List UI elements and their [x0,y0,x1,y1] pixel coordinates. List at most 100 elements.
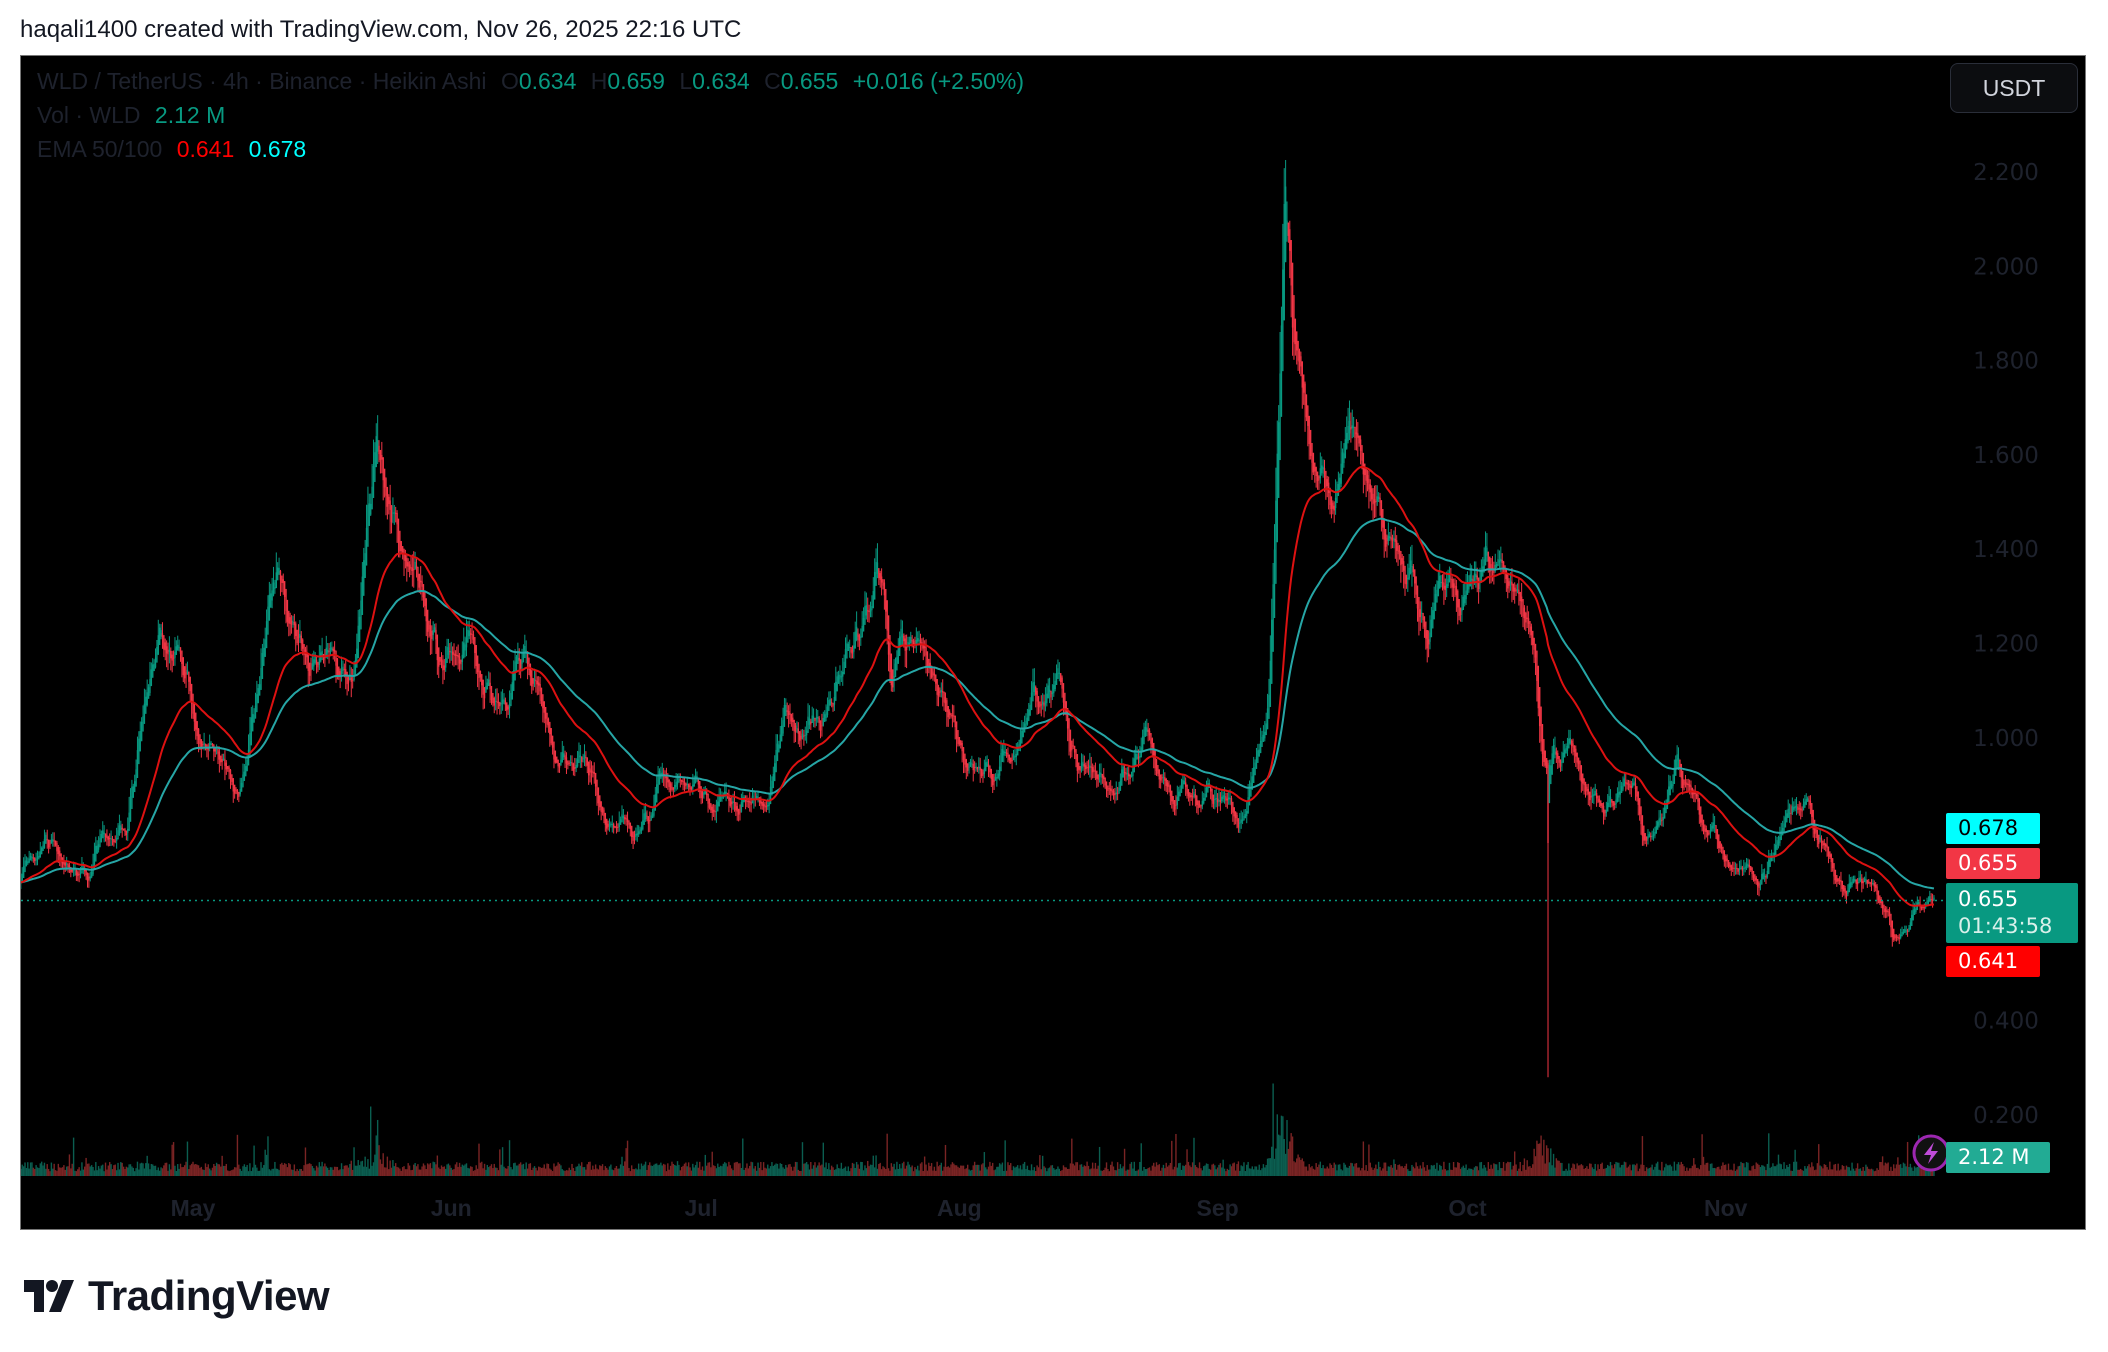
tradingview-logo[interactable]: TradingView [24,1272,330,1320]
volume-bar [1411,1164,1413,1176]
volume-bar [407,1163,409,1176]
candle-body [1150,733,1152,744]
candle-body [1766,870,1769,878]
volume-bar [429,1163,432,1176]
candle-body [1861,879,1863,884]
candle-body [521,660,523,664]
volume-bar [690,1170,693,1176]
symbol-legend[interactable]: WLD / TetherUS · 4h · Binance · Heikin A… [37,68,1024,95]
volume-bar [1093,1168,1095,1176]
candle-body [1533,637,1535,650]
volume-bar [783,1168,786,1176]
candle-body [833,696,836,705]
candle-body [131,786,133,809]
volume-bar [1519,1161,1521,1176]
volume-bar [1287,1148,1290,1176]
volume-bar [537,1166,540,1176]
candle-body [442,660,444,671]
candle-body [1705,828,1707,832]
volume-bar [310,1164,312,1176]
chart-panel[interactable]: 2.200 2.000 1.800 1.600 1.400 1.200 1.000 0.400… [20,55,2086,1230]
volume-bar [749,1165,751,1176]
volume-bar [88,1163,90,1176]
candle-body [138,738,140,765]
candle-body [830,702,833,704]
volume-bar [1422,1162,1424,1176]
volume-bar [772,1165,775,1176]
candle-body [433,627,436,633]
candle-body [1010,757,1012,763]
volume-bar [1062,1165,1065,1176]
candle-body [232,778,234,792]
candle-body [242,774,244,788]
volume-bar [596,1168,598,1176]
candle-body [203,742,205,745]
candle-body [1286,220,1288,225]
volume-bar [320,1166,322,1176]
candle-body [1069,729,1072,752]
volume-bar [1132,1168,1134,1176]
candle-body [1176,796,1179,806]
volume-bar [1311,1166,1313,1176]
volume-bar [1344,1164,1347,1176]
candle-body [703,792,705,795]
volume-bar [614,1167,616,1176]
volume-bar [303,1165,305,1176]
lightning-icon[interactable] [1912,1134,1950,1172]
volume-bar [1330,1164,1333,1176]
currency-button[interactable]: USDT [1950,63,2078,113]
volume-bar [921,1162,923,1176]
candle-body [554,750,557,763]
candle-body [157,635,159,655]
candle-body [797,728,800,734]
candle-body [894,663,897,678]
volume-bar [1865,1164,1867,1176]
volume-bar [815,1167,818,1176]
volume-bar [1505,1163,1508,1176]
volume-bar [704,1154,706,1176]
candle-body [70,867,72,873]
candle-body [285,588,287,611]
volume-bar [1207,1163,1209,1176]
volume-bar [799,1170,801,1176]
volume-bar [504,1168,507,1176]
volume-bar [1837,1163,1839,1176]
candle-body [957,730,959,744]
volume-bar [436,1155,439,1176]
candle-body [1734,867,1737,869]
candle-body [1032,682,1034,702]
candle-body [1401,558,1403,565]
volume-bar [1076,1162,1079,1176]
candle-body [901,634,904,638]
candle-body [1376,496,1378,502]
volume-bar [1620,1164,1623,1176]
volume-bar [940,1162,943,1176]
candle-body [154,657,157,668]
candle-body [606,818,608,829]
candle-body [994,776,997,781]
volume-bar [389,1160,391,1176]
volume-bar [853,1163,855,1176]
volume-bar [422,1163,425,1176]
volume-bar [1701,1134,1703,1176]
candle-body [625,818,627,820]
candle-body [547,718,550,726]
candle-body [47,839,50,848]
candle-body [1579,760,1581,770]
volume-bar [1050,1165,1052,1176]
price-chart[interactable]: 2.2002.0001.8001.6001.4001.2001.0000.400… [21,56,2086,1230]
volume-bar [764,1167,766,1176]
volume-bar [1075,1162,1077,1176]
volume-bar [1616,1162,1619,1176]
candle-body [935,674,937,684]
volume-bar [297,1170,300,1176]
volume-legend[interactable]: Vol · WLD 2.12 M [37,102,225,129]
candle-body [1411,565,1413,567]
volume-bar [893,1163,895,1176]
volume-bar [1489,1168,1491,1176]
candle-body [700,786,702,799]
ema-legend[interactable]: EMA 50/100 0.641 0.678 [37,136,306,163]
candle-body [1570,740,1573,747]
candle-body [1516,589,1519,591]
candle-body [103,832,105,835]
